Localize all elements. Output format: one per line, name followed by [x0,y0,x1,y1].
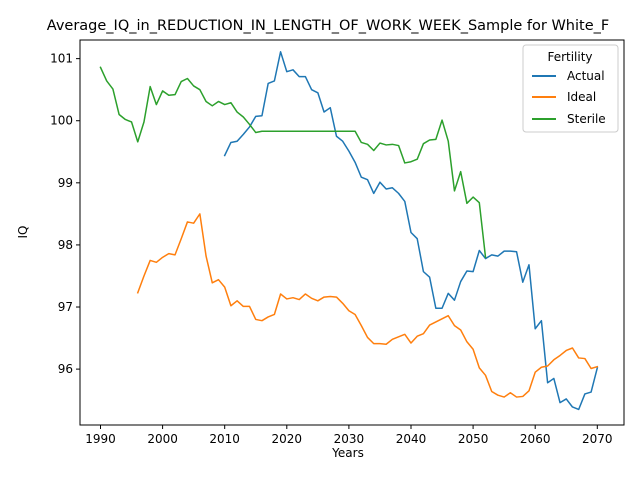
series-line-sterile [99,66,487,259]
x-tick-label: 2060 [520,432,551,446]
y-tick-label: 101 [50,52,73,66]
x-tick-label: 2020 [272,432,303,446]
x-tick-label: 2050 [458,432,489,446]
x-tick-label: 2040 [396,432,427,446]
plot-area: 1990 2000 2010 2020 2030 2040 2050 2060 2070 96 97… [50,51,613,446]
legend-label-ideal: Ideal [567,90,596,104]
plot-frame [79,39,625,426]
x-tick-label: 1990 [85,432,116,446]
series-line-actual [223,51,599,411]
series-line-ideal [136,213,599,398]
x-tick-label: 2030 [334,432,365,446]
legend-label-actual: Actual [567,69,605,83]
legend-label-sterile: Sterile [567,112,606,126]
y-tick-label: 98 [58,238,73,252]
x-tick-label: 2010 [209,432,240,446]
x-tick-label: 2000 [147,432,178,446]
x-axis-label: Years [331,446,364,460]
chart-title: Average_IQ_in_REDUCTION_IN_LENGTH_OF_WOR… [47,18,609,34]
y-tick-label: 99 [58,176,73,190]
y-tick-label: 96 [58,362,73,376]
legend: Fertility Actual Ideal Sterile [522,44,619,133]
y-axis-label: IQ [16,226,30,239]
x-tick-label: 2070 [582,432,613,446]
legend-box [522,44,619,133]
legend-title: Fertility [547,50,592,64]
y-tick-label: 97 [58,300,73,314]
y-tick-label: 100 [50,114,73,128]
